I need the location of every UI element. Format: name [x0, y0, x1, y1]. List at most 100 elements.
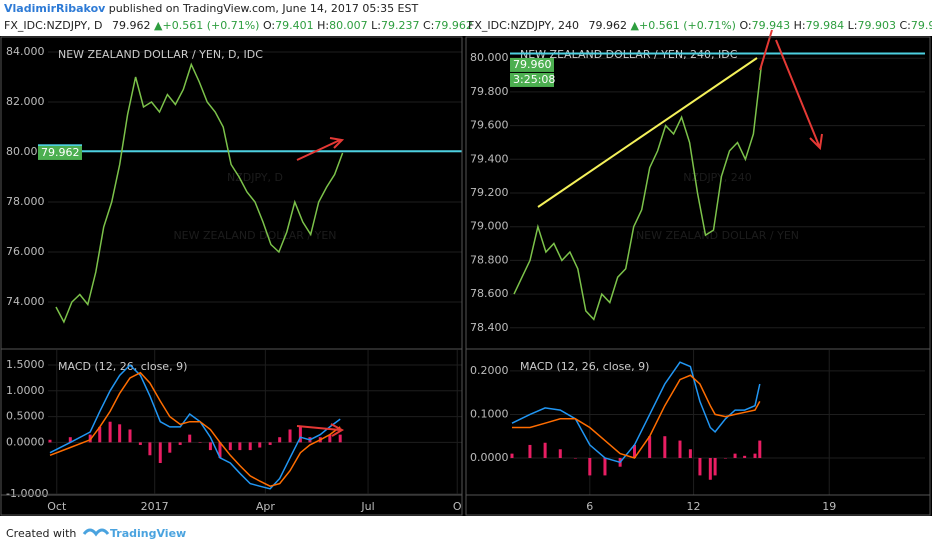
histogram-bar	[88, 434, 92, 443]
y-tick-label: -1.0000	[6, 487, 48, 500]
series-line	[513, 64, 763, 321]
h-label: H:	[317, 19, 329, 32]
histogram-bar	[258, 442, 262, 448]
y-tick-label: 0.1000	[470, 407, 509, 420]
x-tick-label: 12	[687, 500, 701, 513]
series-line	[49, 363, 341, 490]
histogram-bar	[288, 429, 292, 443]
histogram-bar	[218, 442, 222, 458]
histogram-bar	[588, 457, 592, 476]
watermark: NEW ZEALAND DOLLAR / YEN	[636, 229, 799, 242]
y-tick-label: 79.800	[470, 85, 509, 98]
author[interactable]: VladimirRibakov	[4, 2, 106, 15]
footer-text: Created with	[6, 527, 76, 540]
histogram-bar	[168, 442, 172, 453]
histogram-bar	[510, 453, 514, 458]
series-line	[511, 361, 761, 464]
h-label: H:	[794, 19, 806, 32]
histogram-bar	[328, 434, 332, 443]
pane-title: MACD (12, 26, close, 9)	[58, 360, 187, 373]
price-label: 79.962	[41, 146, 80, 159]
histogram-bar	[663, 436, 667, 458]
histogram-bar	[98, 426, 102, 443]
charts: NZDJPY, D NEW ZEALAND DOLLAR / YEN 74.000 7…	[6, 45, 925, 513]
histogram-bar	[128, 429, 132, 443]
histogram-bar	[178, 442, 182, 445]
y-tick-label: 79.400	[470, 152, 509, 165]
c-label: C:	[423, 19, 434, 32]
histogram-bar	[338, 434, 342, 443]
histogram-bar	[723, 457, 727, 459]
y-tick-label: 78.600	[470, 287, 509, 300]
series-line	[55, 62, 344, 324]
price-label: 79.960	[513, 58, 552, 71]
y-tick-label: 79.600	[470, 119, 509, 132]
x-tick-label: Oct	[47, 500, 67, 513]
c-label: C:	[899, 19, 910, 32]
watermark: NZDJPY, D	[227, 171, 283, 184]
histogram-bar	[633, 444, 636, 458]
histogram-bar	[573, 457, 577, 459]
change: ▲+0.561 (+0.71%)	[631, 19, 736, 32]
arrow	[775, 39, 823, 151]
histogram-bar	[268, 442, 272, 445]
l-label: L:	[371, 19, 381, 32]
histogram-bar	[543, 442, 547, 458]
l-value: 79.237	[381, 19, 420, 32]
o-value: 79.943	[752, 19, 791, 32]
histogram-bar	[278, 437, 282, 443]
histogram-bar	[238, 442, 242, 451]
c-value: 79.962	[434, 19, 473, 32]
change: ▲+0.561 (+0.71%)	[154, 19, 259, 32]
drawings	[296, 29, 823, 437]
brand[interactable]: TradingView	[110, 527, 186, 540]
watermark: NEW ZEALAND DOLLAR / YEN	[173, 229, 336, 242]
panel-border	[465, 36, 931, 516]
y-tick-label: 80.000	[6, 145, 45, 158]
y-tick-label: 84.000	[6, 45, 45, 58]
price-label-box	[510, 57, 554, 72]
histogram-bar	[228, 442, 232, 451]
histogram-bar	[758, 440, 762, 458]
header-line: VladimirRibakov published on TradingView…	[4, 2, 418, 15]
logo	[82, 528, 110, 537]
y-tick-label: 0.2000	[470, 364, 509, 377]
histogram-bar	[208, 442, 212, 451]
price: 79.962	[112, 19, 151, 32]
y-tick-label: 82.000	[6, 95, 45, 108]
y-tick-label: 79.200	[470, 186, 509, 199]
histogram-bar	[108, 421, 112, 443]
histogram-bar	[138, 442, 142, 445]
histogram-bar	[688, 449, 692, 458]
y-tick-label: 80.000	[470, 51, 509, 64]
countdown-box	[510, 72, 554, 87]
histogram-bar	[648, 436, 652, 458]
pane-title: NEW ZEALAND DOLLAR / YEN, D, IDC	[58, 48, 263, 61]
y-tick-label: 1.5000	[6, 358, 45, 371]
o-value: 79.401	[275, 19, 314, 32]
histogram-bar	[698, 457, 702, 476]
trend-line	[537, 57, 758, 208]
watermark: NZDJPY, 240	[683, 171, 752, 184]
o-label: O:	[739, 19, 751, 32]
price: 79.962	[589, 19, 628, 32]
pane-title: MACD (12, 26, close, 9)	[520, 360, 649, 373]
histogram-bar	[733, 453, 737, 458]
y-tick-label: 74.000	[6, 295, 45, 308]
x-tick-label: Apr	[256, 500, 276, 513]
histogram-bar	[743, 455, 747, 458]
x-tick-label: 6	[586, 500, 593, 513]
histogram-bar	[248, 442, 252, 451]
histogram-bar	[558, 449, 562, 458]
histogram-bar	[298, 426, 302, 443]
published: published on TradingView.com, June 14, 2…	[109, 2, 419, 15]
histogram-bar	[48, 439, 52, 443]
y-tick-label: 0.5000	[6, 410, 45, 423]
histogram-bar	[198, 442, 202, 443]
price-label-box	[38, 145, 82, 160]
y-tick-label: 0.0000	[6, 435, 45, 448]
panel-border	[0, 36, 463, 516]
arrow	[296, 423, 345, 437]
l-value: 79.903	[857, 19, 896, 32]
symbol: FX_IDC:NZDJPY, D	[4, 19, 103, 32]
